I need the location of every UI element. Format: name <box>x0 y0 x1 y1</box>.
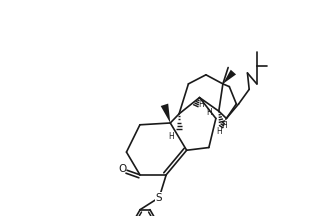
Text: H: H <box>206 108 212 118</box>
Text: H: H <box>199 100 204 109</box>
Polygon shape <box>161 104 170 123</box>
Text: H: H <box>168 132 174 141</box>
Polygon shape <box>223 70 236 84</box>
Text: O: O <box>118 164 126 174</box>
Text: S: S <box>156 192 163 203</box>
Text: H: H <box>221 121 226 130</box>
Text: H: H <box>217 127 222 136</box>
